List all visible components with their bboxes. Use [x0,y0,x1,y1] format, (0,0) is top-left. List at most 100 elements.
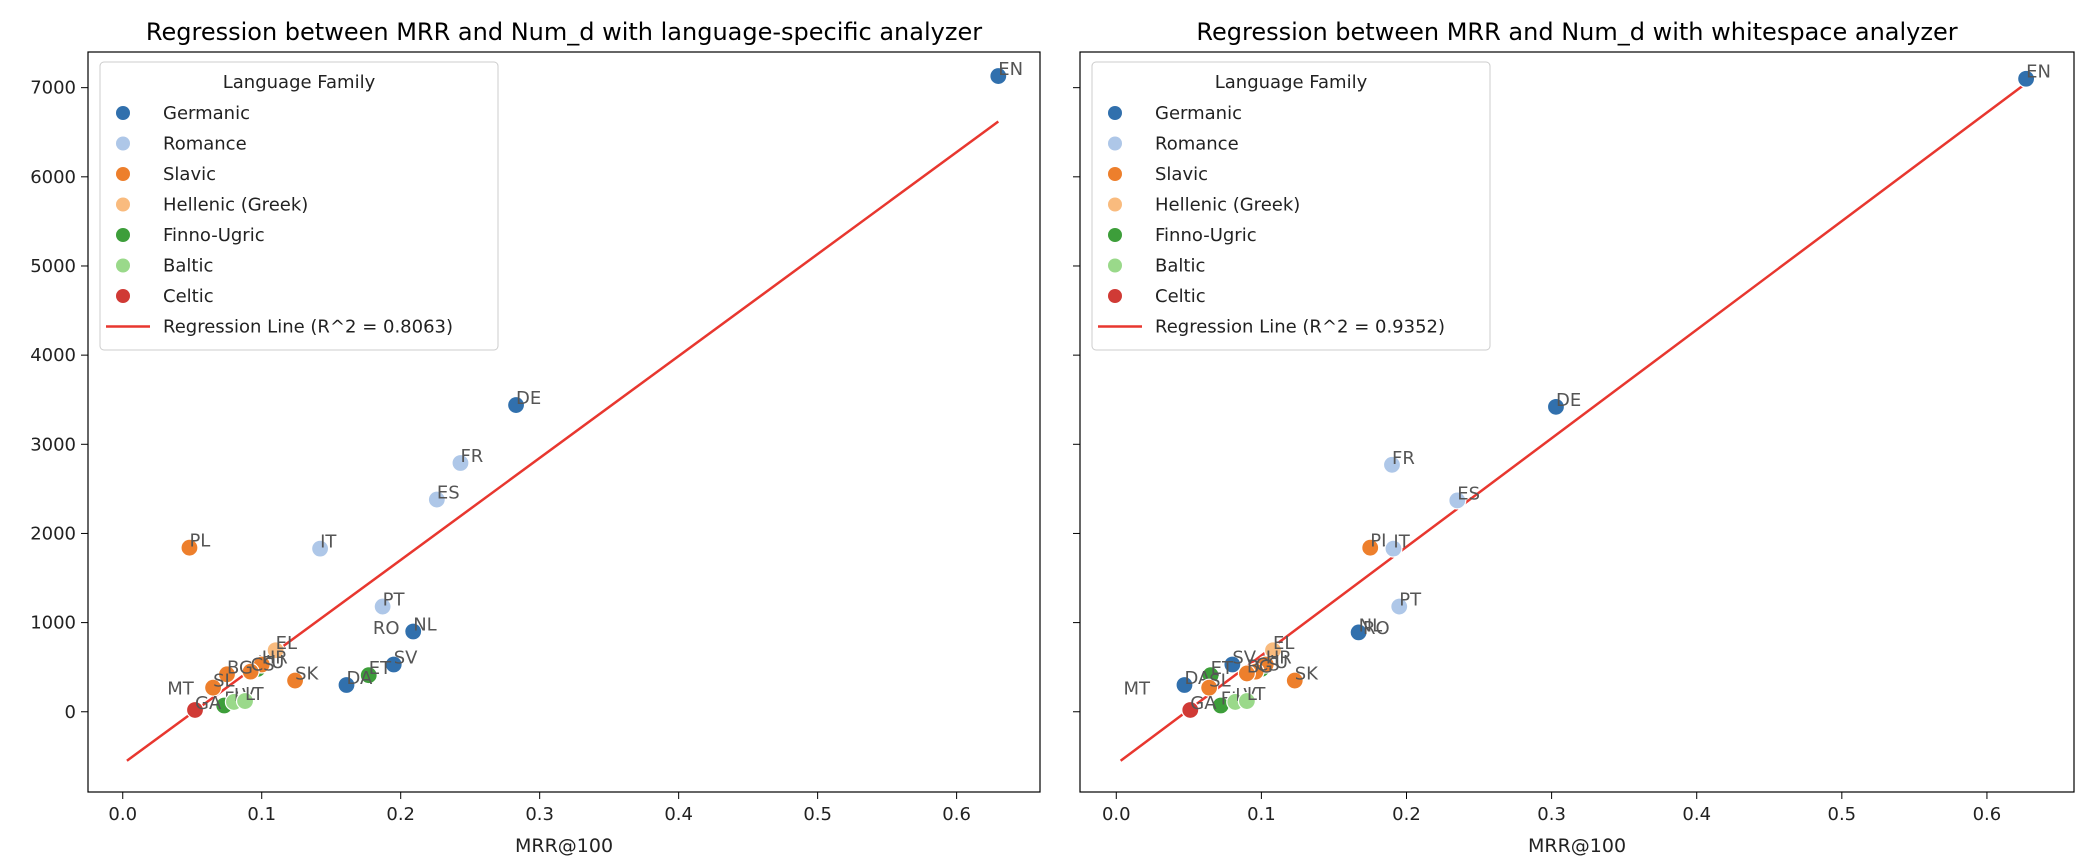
x-tick-label: 0.4 [1682,804,1711,825]
y-tick-label: 1000 [30,613,76,634]
point-label-sl: SL [1209,671,1230,692]
point-label-en: EN [2026,62,2051,83]
data-point-pl [1361,538,1380,557]
point-label-et: ET [369,658,392,679]
point-label-en: EN [998,59,1023,80]
data-point-sv [1223,655,1242,674]
y-tick-label: 0 [65,702,76,723]
x-tick-label: 0.1 [247,804,276,825]
point-label-nl: NL [413,615,437,636]
data-point-sl [203,678,223,697]
point-label-it: IT [1393,532,1410,553]
legend-entry: Romance [1155,134,1239,155]
data-point-de [506,395,526,415]
legend-entry: Romance [163,134,247,155]
legend-marker-germanic [1108,106,1122,120]
legend-entry: Baltic [163,256,213,277]
x-tick-label: 0.3 [1537,804,1566,825]
legend-title: Language Family [1215,72,1368,93]
x-tick-label: 0.2 [1392,804,1421,825]
point-label-ga: GA [1190,693,1217,714]
y-tick-label: 4000 [30,345,76,366]
point-label-sv: SV [1232,648,1256,669]
x-tick-label: 0.4 [664,804,693,825]
y-tick-label: 5000 [30,256,76,277]
point-label-fr: FR [460,446,483,467]
point-label-mt: MT [167,679,195,700]
x-axis-label: MRR@100 [515,835,613,857]
y-tick-label: 2000 [30,523,76,544]
point-label-sv: SV [394,648,418,669]
x-tick-label: 0.6 [942,804,971,825]
legend-marker-finno-ugric [1108,228,1122,242]
point-label-sk: SK [295,664,319,685]
x-tick-label: 0.3 [525,804,554,825]
legend-entry: Slavic [163,164,216,185]
data-point-da [337,675,356,695]
legend-entry: Finno-Ugric [1155,225,1257,246]
legend-marker-baltic [1108,258,1122,273]
data-point-pl [180,538,199,557]
point-label-pt: PT [1399,590,1422,611]
legend-regression-label: Regression Line (R^2 = 0.8063) [163,317,453,338]
x-tick-label: 0.0 [1102,804,1131,825]
y-tick-label: 7000 [30,78,76,99]
data-point-pt [373,597,392,616]
legend: Language Family Germanic Romance Slavic Hell… [1091,61,1491,351]
chart-title: Regression between MRR and Num_d with la… [146,18,982,46]
data-point-pt [1390,597,1409,616]
point-label-da: DA [346,668,373,689]
x-tick-label: 0.5 [803,804,832,825]
axes-frame [1079,51,2075,793]
legend-marker-slavic [1108,167,1122,181]
x-tick-label: 0.6 [1973,804,2002,825]
legend-box [1091,61,1491,351]
data-point-sk [285,671,305,690]
data-point-et [359,666,378,685]
point-label-et: ET [1211,658,1234,679]
legend-marker-romance [1108,136,1122,151]
axes-frame [87,51,1041,793]
legend-entry: Slavic [1155,164,1208,185]
legend-entry: Hellenic (Greek) [163,195,308,216]
data-point-nl [1349,623,1368,642]
legend-marker-slavic [116,167,130,181]
x-tick-label: 0.2 [386,804,415,825]
point-label-es: ES [1457,483,1480,504]
chart-title: Regression between MRR and Num_d with wh… [1196,18,1957,46]
point-label-hr: HR [1266,648,1292,669]
data-point-da [1175,675,1194,695]
data-point-en [2017,69,2036,88]
data-point-sl [1200,678,1219,697]
legend-marker-baltic [116,258,130,273]
data-point-en [989,66,1008,86]
point-label-pt: PT [383,590,406,611]
data-point-el [1263,641,1283,660]
data-point-el [266,641,285,660]
legend-entry: Germanic [1155,103,1242,124]
legend-entry: Baltic [1155,256,1205,277]
chart-panel-2: Regression between MRR and Num_d with wh… [1073,18,2075,857]
legend-marker-celtic [1108,289,1122,303]
point-label-cs: CS [1256,655,1280,676]
legend-entry: Celtic [163,286,214,307]
data-point-bg [217,665,237,684]
data-point-es [427,490,446,509]
point-label-de: DE [1556,390,1581,411]
y-tick-label: 6000 [30,167,76,188]
data-point-sv [384,655,403,674]
legend-marker-hellenic-greek- [1108,197,1122,212]
point-label-el: EL [276,633,297,654]
point-label-mt: MT [1124,679,1152,700]
data-point-fr [451,453,470,473]
x-tick-label: 0.1 [1247,804,1276,825]
point-label-lt: LT [245,684,265,705]
legend-box [99,61,499,351]
point-label-sk: SK [1295,664,1319,685]
legend-title: Language Family [223,72,376,93]
point-label-ga: GA [195,693,222,714]
legend-entry: Hellenic (Greek) [1155,195,1300,216]
point-label-el: EL [1273,633,1294,654]
x-tick-label: 0.5 [1828,804,1857,825]
point-label-it: IT [320,532,337,553]
